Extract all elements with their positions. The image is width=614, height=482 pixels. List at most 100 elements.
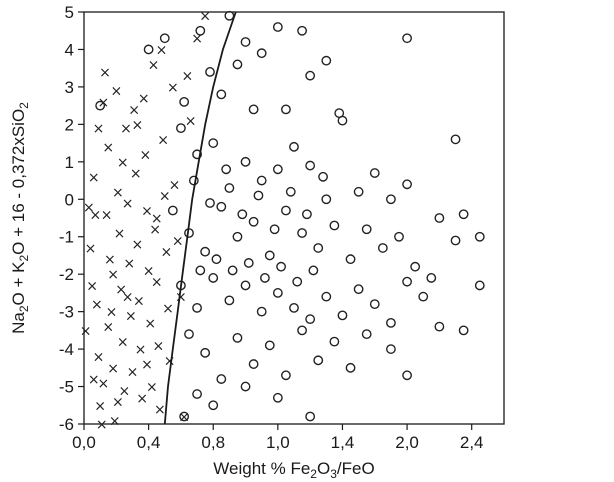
data-point-x: × bbox=[115, 282, 127, 298]
data-point-x: × bbox=[107, 361, 119, 377]
data-point-circle bbox=[276, 261, 286, 272]
data-point-circle bbox=[386, 344, 396, 354]
data-point-circle bbox=[402, 179, 412, 190]
data-point-x: × bbox=[88, 170, 100, 186]
y-tick-label: 1 bbox=[65, 153, 74, 172]
data-point-circle bbox=[377, 243, 388, 253]
data-point-circle bbox=[260, 273, 270, 283]
data-point-x: × bbox=[141, 357, 153, 373]
data-point-x: × bbox=[167, 80, 179, 96]
data-point-x: × bbox=[133, 293, 145, 309]
data-point-circle bbox=[232, 332, 243, 343]
data-point-x: × bbox=[93, 350, 105, 366]
data-point-x: × bbox=[88, 372, 100, 388]
data-point-x: × bbox=[185, 114, 197, 130]
y-tick-label: -4 bbox=[59, 340, 74, 359]
data-point-x: × bbox=[112, 395, 124, 411]
data-point-circle bbox=[281, 104, 291, 115]
y-tick-label: -3 bbox=[59, 303, 74, 322]
plot-area bbox=[83, 11, 505, 425]
x-tick-label: 1,0 bbox=[266, 433, 290, 452]
data-point-x: × bbox=[140, 147, 152, 163]
data-point-x: × bbox=[131, 117, 143, 133]
data-point-x: × bbox=[102, 140, 114, 156]
data-point-circle bbox=[289, 302, 299, 313]
data-point-circle bbox=[216, 374, 227, 384]
data-point-circle bbox=[318, 171, 328, 182]
data-point-circle bbox=[256, 306, 267, 317]
data-point-circle bbox=[353, 186, 364, 197]
data-point-circle bbox=[232, 59, 243, 70]
data-point-x: × bbox=[98, 376, 110, 392]
data-point-x: × bbox=[122, 290, 134, 306]
data-point-circle bbox=[345, 254, 356, 265]
data-point-x: × bbox=[164, 353, 176, 369]
data-point-x: × bbox=[151, 275, 163, 291]
data-point-circle bbox=[184, 329, 194, 340]
data-point-circle bbox=[353, 284, 364, 295]
data-point-circle bbox=[345, 362, 356, 373]
data-point-circle bbox=[281, 370, 291, 381]
boundary-curve bbox=[163, 11, 237, 425]
data-point-circle bbox=[369, 299, 380, 310]
data-point-circle bbox=[297, 228, 307, 238]
data-point-x: × bbox=[85, 241, 97, 257]
data-point-x: × bbox=[169, 177, 181, 193]
data-point-circle bbox=[192, 149, 202, 160]
data-point-x: × bbox=[143, 263, 155, 279]
data-point-circle bbox=[329, 336, 340, 347]
data-point-circle bbox=[402, 276, 412, 287]
data-point-circle bbox=[272, 392, 283, 403]
data-point-x: × bbox=[94, 398, 106, 414]
data-point-circle bbox=[216, 201, 227, 212]
data-point-circle bbox=[253, 190, 264, 201]
data-point-circle bbox=[224, 183, 235, 193]
data-point-x: × bbox=[175, 290, 187, 306]
x-axis-title: Weight % Fe2O3/FeO bbox=[213, 459, 374, 481]
x-tick-label: 0,0 bbox=[72, 433, 96, 452]
data-point-circle bbox=[305, 70, 316, 81]
data-point-circle bbox=[337, 310, 348, 321]
data-point-circle bbox=[200, 246, 211, 257]
data-point-circle bbox=[200, 347, 211, 358]
data-point-circle bbox=[256, 175, 267, 186]
data-point-x: × bbox=[106, 305, 118, 321]
data-point-circle bbox=[302, 209, 312, 220]
data-point-circle bbox=[474, 280, 485, 291]
data-point-x: × bbox=[107, 267, 119, 283]
data-point-circle bbox=[337, 115, 348, 126]
data-point-circle bbox=[240, 280, 251, 291]
data-point-circle bbox=[216, 89, 227, 100]
data-point-circle bbox=[143, 44, 154, 55]
data-point-x: × bbox=[148, 57, 160, 73]
data-point-x: × bbox=[123, 256, 135, 272]
data-point-x: × bbox=[117, 155, 129, 171]
data-point-x: × bbox=[157, 132, 169, 148]
data-point-x: × bbox=[154, 402, 166, 418]
data-point-x: × bbox=[131, 237, 143, 253]
data-point-x: × bbox=[182, 69, 194, 85]
data-point-x: × bbox=[151, 211, 163, 227]
data-point-x: × bbox=[110, 84, 122, 100]
data-point-x: × bbox=[102, 320, 114, 336]
data-point-x: × bbox=[149, 222, 161, 238]
data-point-circle bbox=[289, 141, 299, 152]
y-tick-label: 4 bbox=[65, 40, 74, 59]
data-point-x: × bbox=[104, 252, 116, 268]
data-point-x: × bbox=[159, 189, 171, 205]
data-point-circle bbox=[272, 288, 283, 298]
data-point-circle bbox=[418, 291, 429, 302]
data-point-circle bbox=[272, 22, 283, 32]
data-point-x: × bbox=[191, 31, 203, 47]
data-point-x: × bbox=[83, 200, 95, 216]
data-point-circle bbox=[434, 321, 445, 332]
data-point-circle bbox=[179, 411, 190, 422]
x-tick-label: 2,4 bbox=[460, 433, 484, 452]
x-tick-label: 2,0 bbox=[395, 433, 419, 452]
data-point-circle bbox=[361, 329, 372, 340]
data-point-circle bbox=[256, 48, 267, 59]
data-point-circle bbox=[329, 220, 340, 231]
data-point-x: × bbox=[93, 121, 105, 137]
data-point-circle bbox=[386, 194, 396, 205]
data-point-circle bbox=[285, 186, 296, 197]
